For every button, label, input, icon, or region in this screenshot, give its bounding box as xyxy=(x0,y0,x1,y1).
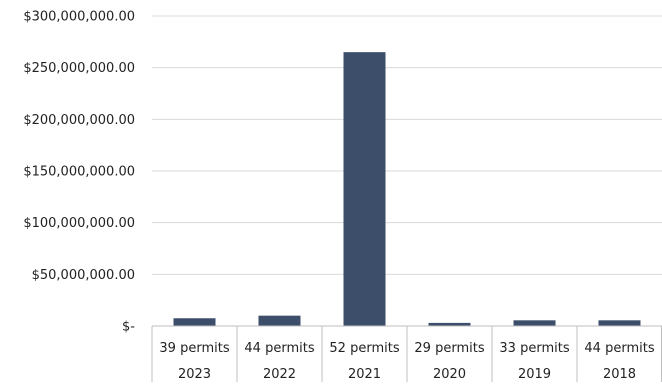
bar xyxy=(513,320,556,326)
bar xyxy=(173,318,216,326)
category-label: 52 permits xyxy=(329,341,399,356)
bars xyxy=(173,52,641,327)
y-tick-label: $100,000,000.00 xyxy=(23,216,135,231)
category-year: 2023 xyxy=(178,367,211,382)
bar xyxy=(598,320,641,326)
category-label: 39 permits xyxy=(159,341,229,356)
grid-lines xyxy=(152,15,662,275)
category-year: 2018 xyxy=(603,367,636,382)
y-tick-label: $200,000,000.00 xyxy=(23,113,135,128)
category-axis: 39 permits 2023 44 permits 2022 52 permits 20… xyxy=(151,325,662,382)
category-year: 2022 xyxy=(263,367,296,382)
y-tick-label: $- xyxy=(122,320,135,335)
category-label: 44 permits xyxy=(244,341,314,356)
y-tick-label: $50,000,000.00 xyxy=(32,268,135,283)
category-label: 29 permits xyxy=(414,341,484,356)
category-year: 2021 xyxy=(348,367,381,382)
y-tick-label: $250,000,000.00 xyxy=(23,61,135,76)
category-label: 44 permits xyxy=(584,341,654,356)
y-axis-tick-labels: $- $50,000,000.00 $100,000,000.00 $150,000,… xyxy=(23,10,135,335)
category-year: 2019 xyxy=(518,367,551,382)
bar xyxy=(343,52,386,327)
bar xyxy=(428,322,471,326)
y-tick-label: $150,000,000.00 xyxy=(23,165,135,180)
y-tick-label: $300,000,000.00 xyxy=(23,10,135,25)
category-year: 2020 xyxy=(433,367,466,382)
category-label: 33 permits xyxy=(499,341,569,356)
bar xyxy=(258,315,301,326)
